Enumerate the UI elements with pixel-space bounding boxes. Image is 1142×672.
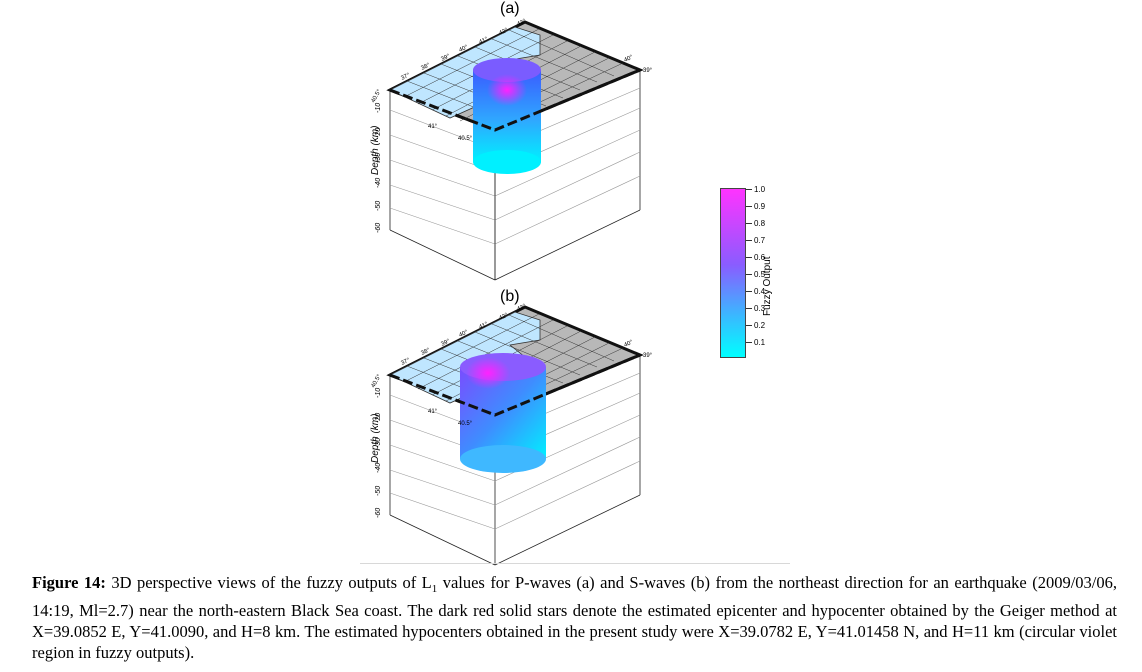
lon-tick-labels: 37° 38° 39° 40° 41° 42° 43° 40° 39° (400, 18, 652, 82)
caption-label: Figure 14: (32, 573, 106, 592)
panel-b-plot: -10 -20 -30 -40 -50 -60 37° 38° 39° 40° … (371, 303, 653, 566)
caption-text-2: values for P-waves (a) and S-waves (b) f… (32, 573, 1117, 662)
depth-tick: -20 (375, 128, 382, 138)
depth-tick: -30 (375, 438, 382, 448)
colorbar-tick: 0.7 (754, 236, 766, 245)
depth-tick: -40 (375, 178, 382, 188)
panel-b-label: (b) (500, 288, 520, 305)
colorbar-tick-mark (746, 240, 752, 241)
lon-tick: 41° (478, 321, 489, 331)
sea-region (389, 26, 541, 119)
depth-tick: -20 (375, 413, 382, 423)
fuzzy-output-cylinder (473, 58, 541, 174)
lon-tick: 39° (643, 68, 653, 74)
figure-panel-b: -10 -20 -30 -40 -50 -60 37° 38° 39° 40° … (360, 285, 660, 575)
lat-tick: 40.5° (371, 373, 384, 389)
lat-tick: 40.5° (458, 421, 473, 427)
lon-tick: 41° (478, 36, 489, 46)
figure-panel-a: -10 -20 -30 -40 -50 -60 37° 38° 39° 40° … (360, 0, 660, 290)
colorbar-tick: 0.6 (754, 253, 766, 262)
colorbar-tick-mark (746, 342, 752, 343)
colorbar-tick: 1.0 (754, 185, 766, 194)
colorbar-tick-mark (746, 223, 752, 224)
depth-axis-title-b: Depth (km) (370, 413, 381, 463)
lon-tick: 40° (458, 329, 469, 339)
figure-caption: Figure 14: 3D perspective views of the f… (32, 572, 1117, 663)
panel-a-label: (a) (500, 0, 520, 17)
lon-tick: 38° (420, 62, 431, 72)
lon-tick: 40° (458, 44, 469, 54)
depth-tick: -60 (375, 223, 382, 233)
colorbar-title: Fuzzy Output (762, 256, 773, 316)
colorbar-tick: 0.2 (754, 321, 766, 330)
colorbar-tick: 0.3 (754, 304, 766, 313)
lon-tick: 37° (400, 357, 411, 367)
depth-axis-title-a: Depth (km) (370, 125, 381, 175)
depth-tick: -30 (375, 153, 382, 163)
lon-tick: 40° (623, 339, 634, 349)
colorbar-tick-mark (746, 206, 752, 207)
caption-text-1: 3D perspective views of the fuzzy output… (105, 573, 432, 592)
lon-tick: 40° (623, 54, 634, 64)
depth-tick: -60 (375, 508, 382, 518)
lon-tick: 39° (440, 338, 451, 348)
caption-subscript: 1 (431, 583, 438, 595)
lon-tick: 42° (498, 27, 509, 37)
lon-tick: 39° (440, 53, 451, 63)
figure-divider (360, 563, 790, 564)
colorbar-gradient (720, 188, 746, 358)
depth-tick: -50 (375, 486, 382, 496)
panel-a-plot: -10 -20 -30 -40 -50 -60 37° 38° 39° 40° … (371, 18, 653, 281)
colorbar-tick-mark (746, 325, 752, 326)
colorbar-tick-mark (746, 291, 752, 292)
lat-tick: 41° (428, 409, 438, 415)
lon-tick: 39° (643, 353, 653, 359)
colorbar-legend: 1.0 0.9 0.8 0.7 0.6 0.5 0.4 0.3 0.2 0.1 … (720, 186, 800, 366)
colorbar-tick-mark (746, 274, 752, 275)
colorbar-tick-mark (746, 189, 752, 190)
colorbar-tick: 0.9 (754, 202, 766, 211)
lat-tick: 40.5° (371, 88, 384, 104)
colorbar-tick: 0.1 (754, 338, 766, 347)
lon-tick: 42° (498, 312, 509, 322)
lon-tick: 43° (516, 18, 527, 28)
lon-tick: 38° (420, 347, 431, 357)
lon-tick: 37° (400, 72, 411, 82)
colorbar-tick-mark (746, 257, 752, 258)
lat-tick: 41° (428, 124, 438, 130)
depth-tick: -10 (375, 388, 382, 398)
depth-tick: -10 (375, 103, 382, 113)
depth-tick: -40 (375, 463, 382, 473)
colorbar-tick-mark (746, 308, 752, 309)
depth-tick-labels: -10 -20 -30 -40 -50 -60 (375, 103, 382, 233)
lat-tick: 40.5° (458, 136, 473, 142)
colorbar-tick: 0.8 (754, 219, 766, 228)
lon-tick: 43° (516, 303, 527, 313)
colorbar-tick: 0.4 (754, 287, 766, 296)
colorbar-tick: 0.5 (754, 270, 766, 279)
depth-tick: -50 (375, 201, 382, 211)
